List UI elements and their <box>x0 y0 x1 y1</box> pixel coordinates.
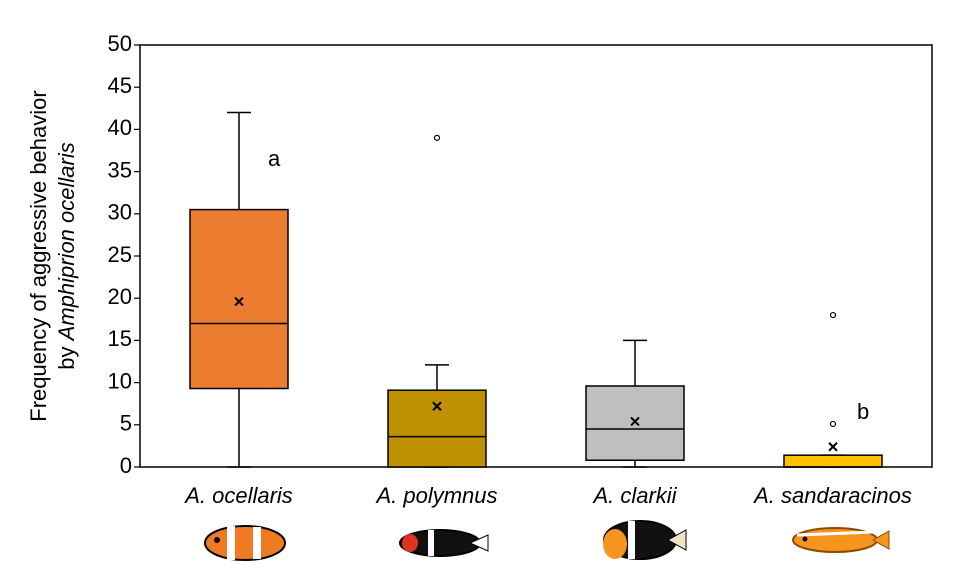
y-tick-label: 35 <box>108 157 132 182</box>
y-tick-label: 5 <box>120 411 132 436</box>
outlier <box>829 311 837 319</box>
y-tick-label: 50 <box>108 31 132 56</box>
y-tick-label: 0 <box>120 453 132 478</box>
y-tick-label: 25 <box>108 242 132 267</box>
box <box>387 389 487 468</box>
box <box>189 208 289 390</box>
y-axis-label-species: Amphiprion ocellaris <box>54 142 79 342</box>
y-tick-label: 30 <box>108 200 132 225</box>
y-axis-label-2: by Amphiprion ocellaris <box>54 142 79 369</box>
mean-marker <box>234 296 244 307</box>
outlier <box>829 420 837 428</box>
y-tick-label: 45 <box>108 73 132 98</box>
outlier <box>433 134 441 141</box>
y-axis-label: Frequency of aggressive behavior <box>26 90 51 421</box>
y-axis-label-prefix: by <box>54 346 79 369</box>
box <box>585 385 685 461</box>
y-tick-label: 40 <box>108 115 132 140</box>
mean-marker <box>828 442 838 452</box>
box <box>783 454 883 468</box>
y-tick-label: 20 <box>108 284 132 309</box>
x-tick-label: A. clarkii <box>591 483 677 508</box>
annotation: a <box>268 146 281 171</box>
x-tick-label: A. ocellaris <box>183 483 293 508</box>
y-tick-label: 10 <box>108 368 132 393</box>
y-tick-label: 15 <box>108 326 132 351</box>
mean-marker <box>630 416 640 427</box>
annotation: b <box>857 399 869 424</box>
mean-marker <box>432 401 442 411</box>
x-tick-label: A. sandaracinos <box>752 483 912 508</box>
fish-icons <box>204 520 890 561</box>
x-tick-label: A. polymnus <box>374 483 497 508</box>
